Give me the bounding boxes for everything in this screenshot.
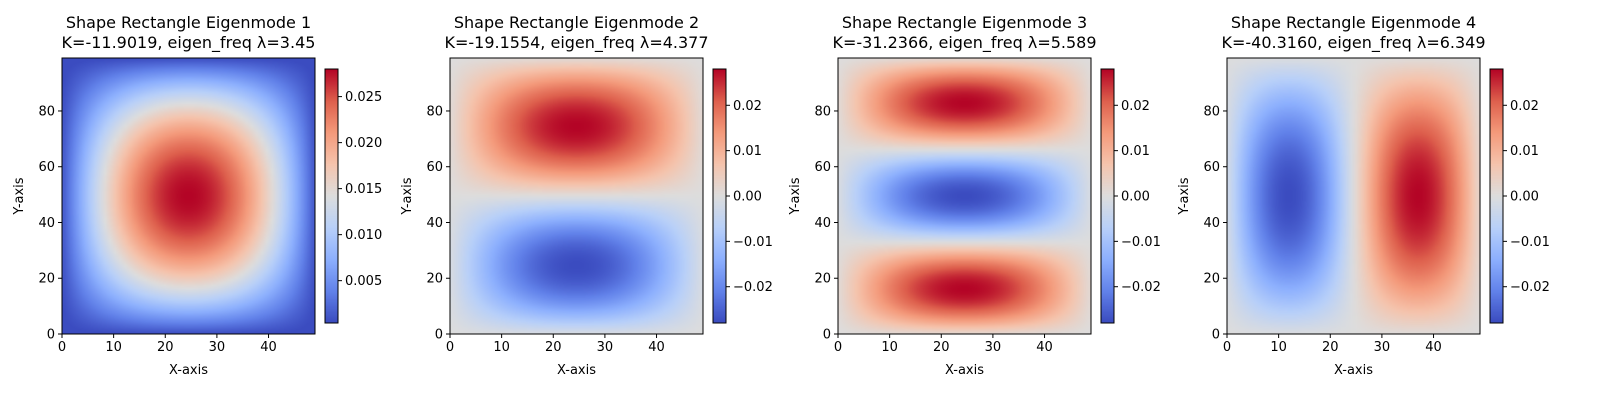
colorbar-tick-label: 0.005: [345, 274, 382, 289]
x-tick-label: 40: [1036, 340, 1053, 355]
x-tick-label: 30: [209, 340, 226, 355]
x-tick-label: 10: [493, 340, 510, 355]
x-tick-label: 0: [446, 340, 454, 355]
x-tick-label: 30: [985, 340, 1002, 355]
y-axis-label: Y-axis: [1177, 177, 1192, 215]
colorbar-tick-label: 0.00: [733, 190, 762, 205]
y-tick-label: 20: [1203, 272, 1220, 287]
x-tick-label: 10: [105, 340, 122, 355]
y-axis-label: Y-axis: [788, 177, 803, 215]
colorbar-tick-label: 0.015: [345, 182, 382, 197]
x-axis-label: X-axis: [945, 363, 984, 378]
colorbar-tick-label: −0.02: [1510, 280, 1550, 295]
x-tick-label: 20: [157, 340, 174, 355]
colorbar-tick-label: 0.02: [1121, 99, 1150, 114]
panel-subtitle: K=-40.3160, eigen_freq λ=6.349: [1221, 33, 1485, 53]
x-tick-label: 40: [260, 340, 277, 355]
y-tick-label: 20: [426, 272, 443, 287]
y-tick-label: 0: [823, 328, 831, 343]
x-tick-label: 10: [1270, 340, 1287, 355]
x-tick-label: 0: [834, 340, 842, 355]
panel-subtitle: K=-19.1554, eigen_freq λ=4.377: [444, 33, 708, 53]
colorbar-tick-label: 0.010: [345, 228, 382, 243]
y-tick-label: 40: [426, 216, 443, 231]
x-tick-label: 0: [58, 340, 66, 355]
x-tick-label: 30: [1374, 340, 1391, 355]
heatmap-image: [1227, 58, 1480, 334]
colorbar-tick-label: −0.02: [1121, 280, 1161, 295]
panel-title: Shape Rectangle Eigenmode 3: [842, 13, 1087, 32]
colorbar-tick-label: 0.02: [1510, 99, 1539, 114]
x-tick-label: 20: [1322, 340, 1339, 355]
y-tick-label: 0: [1212, 328, 1220, 343]
plot-frame: [837, 57, 1092, 335]
y-tick-label: 20: [814, 272, 831, 287]
panel-4: Shape Rectangle Eigenmode 4K=-40.3160, e…: [1177, 13, 1550, 378]
colorbar-gradient: [325, 69, 338, 323]
colorbar-frame: [324, 68, 339, 324]
x-tick-label: 10: [881, 340, 898, 355]
x-tick-label: 20: [933, 340, 950, 355]
plot-frame: [61, 57, 316, 335]
panel-1: Shape Rectangle Eigenmode 1K=-11.9019, e…: [12, 13, 382, 378]
panel-title: Shape Rectangle Eigenmode 1: [66, 13, 311, 32]
colorbar-gradient: [713, 69, 726, 323]
y-tick-label: 40: [1203, 216, 1220, 231]
panel-subtitle: K=-31.2366, eigen_freq λ=5.589: [832, 33, 1096, 53]
colorbar-tick-label: 0.025: [345, 90, 382, 105]
x-axis-label: X-axis: [557, 363, 596, 378]
colorbar-tick-label: 0.01: [1121, 144, 1150, 159]
x-axis-label: X-axis: [169, 363, 208, 378]
colorbar-tick-label: −0.02: [733, 280, 773, 295]
colorbar-tick-label: 0.00: [1121, 190, 1150, 205]
y-tick-label: 0: [435, 328, 443, 343]
y-tick-label: 80: [814, 104, 831, 119]
y-tick-label: 60: [38, 160, 55, 175]
panel-subtitle: K=-11.9019, eigen_freq λ=3.45: [62, 33, 316, 53]
y-tick-label: 40: [814, 216, 831, 231]
colorbar-tick-label: 0.020: [345, 136, 382, 151]
colorbar-tick-label: 0.01: [733, 144, 762, 159]
y-tick-label: 0: [47, 328, 55, 343]
colorbar-tick-label: 0.00: [1510, 190, 1539, 205]
x-tick-label: 30: [597, 340, 614, 355]
y-axis-label: Y-axis: [12, 177, 27, 215]
heatmap-image: [450, 58, 703, 334]
x-tick-label: 0: [1223, 340, 1231, 355]
colorbar-tick-label: −0.01: [1510, 235, 1550, 250]
y-tick-label: 60: [426, 160, 443, 175]
panel-3: Shape Rectangle Eigenmode 3K=-31.2366, e…: [788, 13, 1161, 378]
plot-frame: [449, 57, 704, 335]
y-tick-label: 80: [426, 104, 443, 119]
y-tick-label: 80: [1203, 104, 1220, 119]
panel-title: Shape Rectangle Eigenmode 2: [454, 13, 699, 32]
colorbar-tick-label: −0.01: [1121, 235, 1161, 250]
y-tick-label: 40: [38, 216, 55, 231]
panel-title: Shape Rectangle Eigenmode 4: [1231, 13, 1476, 32]
heatmap-image: [62, 58, 315, 334]
colorbar-tick-label: 0.02: [733, 99, 762, 114]
y-tick-label: 60: [1203, 160, 1220, 175]
x-tick-label: 20: [545, 340, 562, 355]
colorbar-tick-label: −0.01: [733, 235, 773, 250]
x-axis-label: X-axis: [1334, 363, 1373, 378]
y-axis-label: Y-axis: [400, 177, 415, 215]
colorbar-tick-label: 0.01: [1510, 144, 1539, 159]
plot-frame: [1226, 57, 1481, 335]
x-tick-label: 40: [1425, 340, 1442, 355]
x-tick-label: 40: [648, 340, 665, 355]
y-tick-label: 20: [38, 272, 55, 287]
panel-2: Shape Rectangle Eigenmode 2K=-19.1554, e…: [400, 13, 773, 378]
colorbar-gradient: [1101, 69, 1114, 323]
y-tick-label: 60: [814, 160, 831, 175]
heatmap-image: [838, 58, 1091, 334]
y-tick-label: 80: [38, 104, 55, 119]
colorbar-gradient: [1490, 69, 1503, 323]
